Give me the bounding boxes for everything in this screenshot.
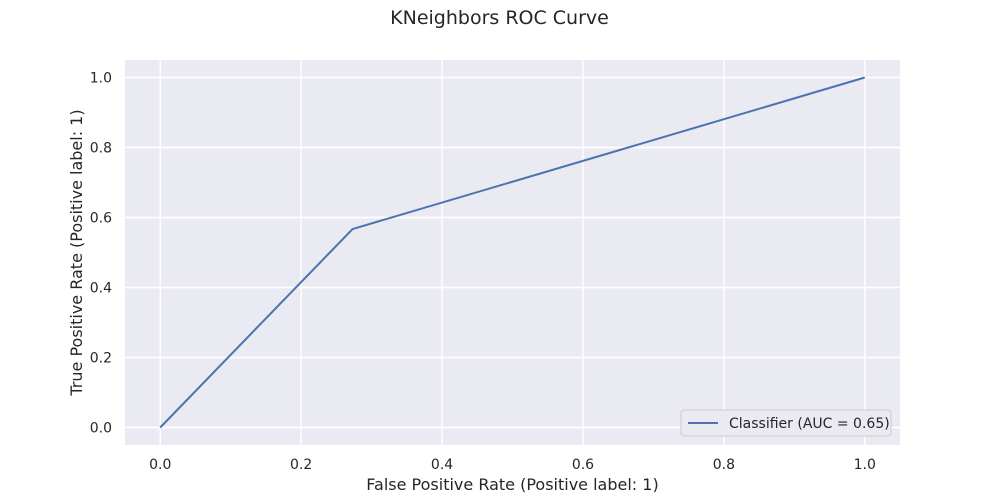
x-tick-label: 0.6: [572, 457, 594, 473]
x-tick-label: 0.4: [431, 457, 453, 473]
legend-box: [680, 409, 892, 437]
y-tick-label: 0.2: [90, 351, 112, 367]
y-tick-label: 0.6: [90, 211, 112, 227]
x-tick-label: 1.0: [854, 457, 876, 473]
tick-labels: 0.0 0.2 0.4 0.6 0.8 1.0 0.0 0.2 0.4 0.6 0.8 1.0: [90, 71, 876, 474]
y-tick-label: 0.8: [90, 141, 112, 157]
y-tick-label: 1.0: [90, 71, 112, 87]
x-tick-label: 0.8: [713, 457, 735, 473]
y-tick-label: 0.0: [90, 421, 112, 437]
grid-lines: [125, 60, 900, 445]
x-axis-label: False Positive Rate (Positive label: 1): [366, 475, 658, 494]
roc-curve-line: [159, 76, 866, 429]
legend: Classifier (AUC = 0.65): [680, 409, 892, 437]
chart-title: KNeighbors ROC Curve: [390, 7, 609, 29]
y-tick-label: 0.4: [90, 281, 112, 297]
series-layer: [159, 76, 866, 429]
legend-label: Classifier (AUC = 0.65): [729, 416, 890, 432]
x-tick-label: 0.0: [149, 457, 171, 473]
y-axis-label: True Positive Rate (Positive label: 1): [67, 109, 86, 396]
x-tick-label: 0.2: [290, 457, 312, 473]
plot-area: [125, 60, 900, 445]
